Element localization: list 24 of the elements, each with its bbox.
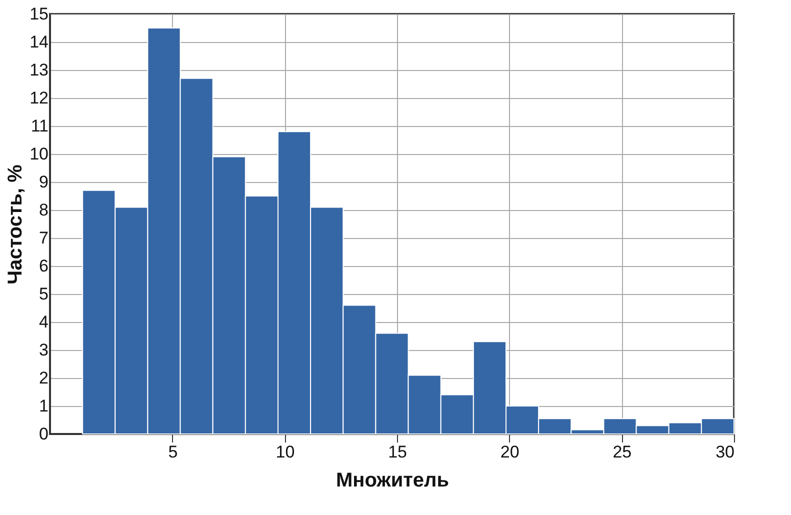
y-tick-label: 11: [30, 116, 48, 136]
y-tick-label: 14: [30, 32, 48, 52]
y-tick-label: 0: [39, 424, 48, 444]
x-tick-label: 20: [500, 442, 520, 462]
y-tick-label: 4: [39, 312, 48, 332]
y-tick-label: 8: [39, 200, 48, 220]
y-axis-title: Частость, %: [4, 164, 27, 284]
y-tick-label: 13: [30, 60, 48, 80]
x-tick-label: 30: [716, 442, 734, 462]
y-tick-label: 5: [39, 284, 48, 304]
y-tick-label: 9: [39, 172, 48, 192]
y-tick-label: 1: [39, 396, 48, 416]
y-tick-label: 3: [39, 340, 48, 360]
x-tick-label: 5: [168, 442, 178, 462]
y-tick-label: 6: [39, 256, 48, 276]
x-tick-label: 15: [388, 442, 408, 462]
y-tick-label: 12: [30, 88, 48, 108]
y-tick-label: 2: [39, 368, 48, 388]
x-axis-title: Множитель: [336, 470, 450, 492]
y-tick-label: 7: [39, 228, 48, 248]
y-tick-label: 10: [30, 144, 48, 164]
x-tick-label: 25: [612, 442, 632, 462]
y-tick-label: 15: [30, 4, 48, 24]
x-tick-label: 10: [276, 442, 295, 462]
